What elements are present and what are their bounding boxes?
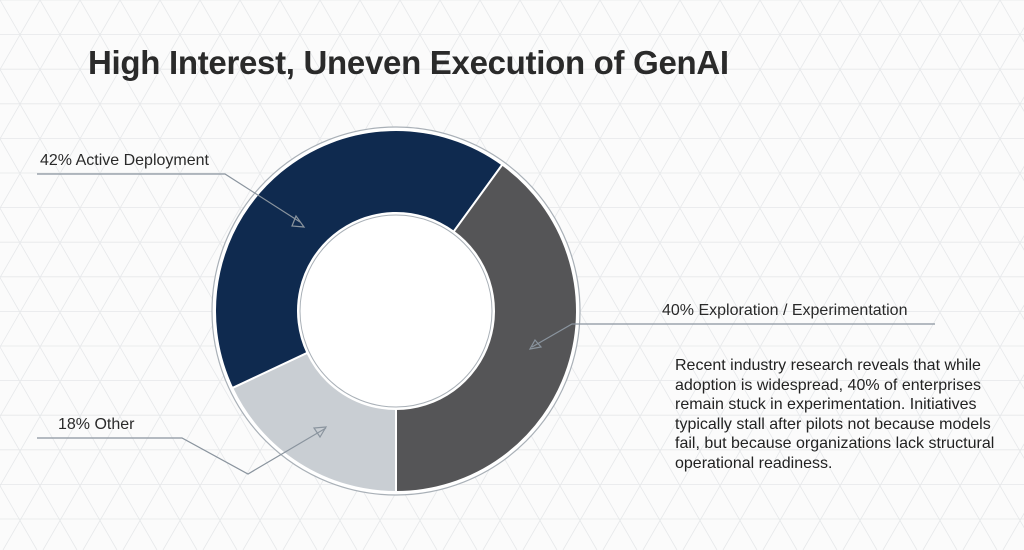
label-exploration: 40% Exploration / Experimentation [662,302,908,319]
label-other: 18% Other [58,416,135,433]
slice-exploration-experimentation [395,163,578,494]
leader-active-deployment [37,173,301,223]
description-text: Recent industry research reveals that wh… [675,357,995,472]
chart-title: High Interest, Uneven Execution of GenAI [88,44,729,81]
arrow-active-deployment [291,214,306,228]
label-active-deployment: 42% Active Deployment [40,152,209,169]
donut-hole [299,214,493,408]
leader-other [37,427,327,475]
leader-exploration [531,323,935,348]
slice-other [230,351,397,494]
slice-active-deployment [214,129,504,390]
leader-lines [37,173,935,475]
arrow-other [312,426,328,439]
arrow-exploration [528,338,543,350]
